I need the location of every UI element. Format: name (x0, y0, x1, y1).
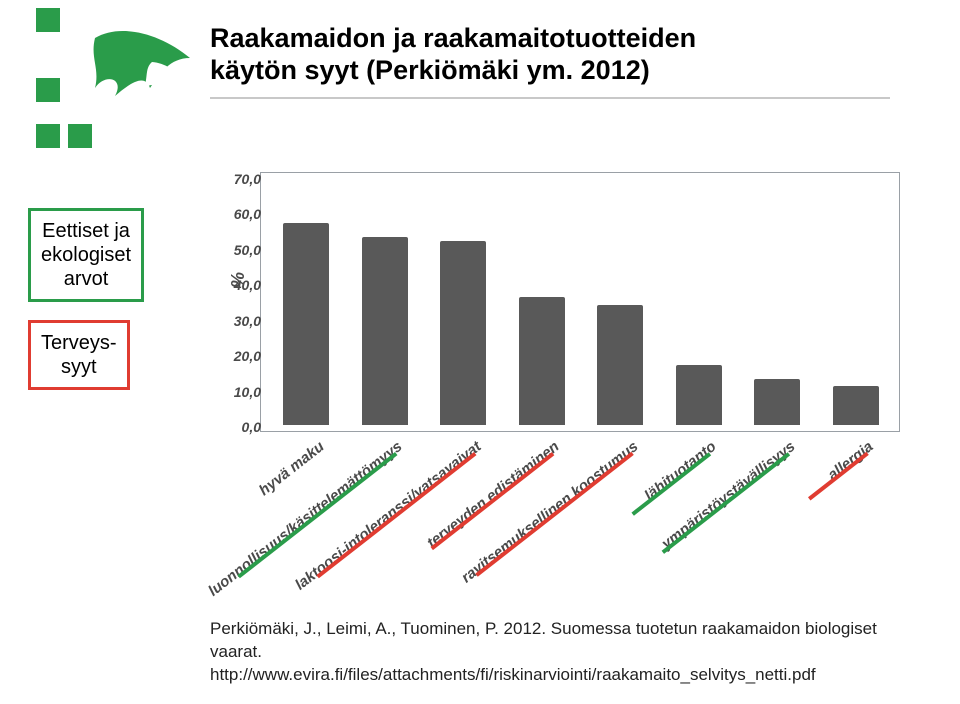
flame-icon (90, 28, 200, 108)
citation-text: Perkiömäki, J., Leimi, A., Tuominen, P. … (210, 618, 930, 664)
bar (440, 241, 486, 425)
y-tick-label: 50,0 (223, 242, 267, 258)
bar (833, 386, 879, 425)
y-tick-label: 40,0 (223, 277, 267, 293)
y-tick-label: 20,0 (223, 348, 267, 364)
reasons-bar-chart: % 0,010,020,030,040,050,060,070,0 hyvä m… (210, 168, 910, 588)
legend-ethical-ecological: Eettiset jaekologisetarvot (28, 208, 144, 302)
bar (519, 297, 565, 425)
title-divider (210, 97, 890, 99)
logo (30, 8, 200, 168)
citation: Perkiömäki, J., Leimi, A., Tuominen, P. … (210, 618, 930, 687)
y-tick-label: 60,0 (223, 206, 267, 222)
legend-health-reasons: Terveys-syyt (28, 320, 130, 390)
page-title: Raakamaidon ja raakamaitotuotteidenkäytö… (210, 22, 910, 99)
bar (362, 237, 408, 425)
bar (283, 223, 329, 425)
bar (597, 305, 643, 425)
citation-url: http://www.evira.fi/files/attachments/fi… (210, 664, 930, 687)
y-tick-label: 10,0 (223, 384, 267, 400)
chart-plot-area: 0,010,020,030,040,050,060,070,0 (260, 172, 900, 432)
y-tick-label: 70,0 (223, 171, 267, 187)
y-tick-label: 30,0 (223, 313, 267, 329)
bar (754, 379, 800, 425)
y-tick-label: 0,0 (223, 419, 267, 435)
bar (676, 365, 722, 425)
